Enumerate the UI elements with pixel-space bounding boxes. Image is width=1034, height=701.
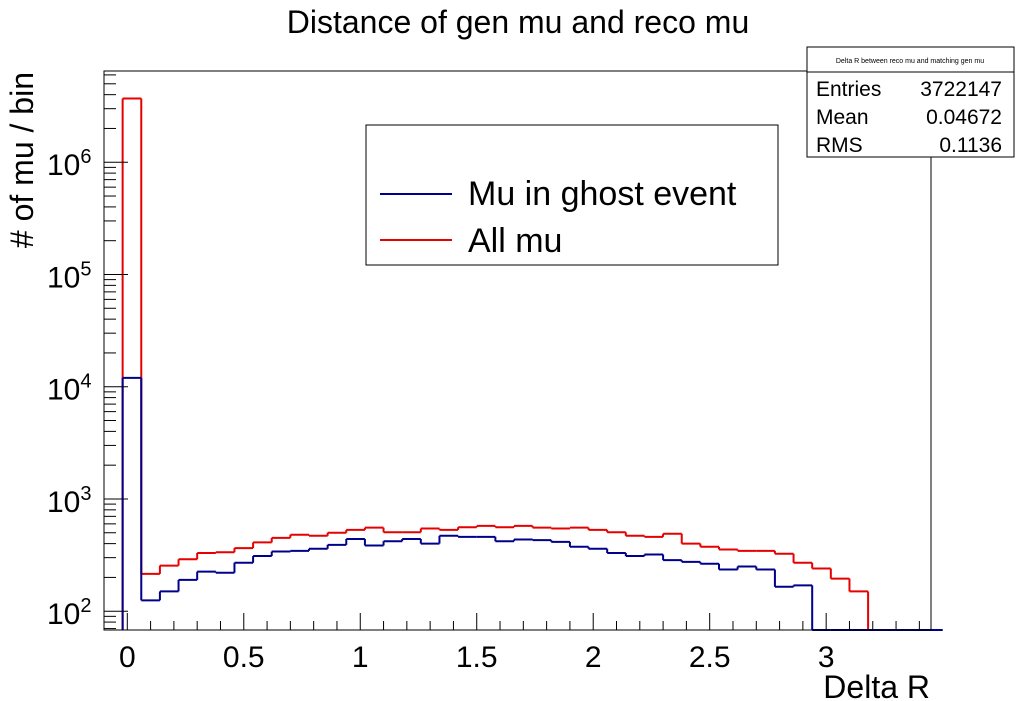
y-tick-label: 104 [47,371,92,407]
legend: Mu in ghost event All mu [365,124,779,266]
stats-entries-label: Entries [816,78,881,101]
series-ghost-mu [121,376,943,631]
stats-rms-value: 0.1136 [939,134,1002,157]
legend-label-ghost: Mu in ghost event [468,175,737,213]
y-tick-label: 105 [47,258,92,294]
x-tick-label: 0 [119,641,136,674]
series-all-mu [121,97,943,631]
y-axis-label: # of mu / bin [4,72,40,248]
y-axis: 102 103 104 105 106 [47,74,128,631]
x-tick-label: 2 [585,641,602,674]
stats-box-title: Delta R between reco mu and matching gen… [836,58,984,65]
x-tick-label: 1 [352,641,369,674]
chart-title: Distance of gen mu and reco mu [287,4,749,40]
plot-frame [103,70,932,631]
stats-mean-value: 0.04672 [926,106,1002,129]
y-tick-label: 103 [47,483,92,519]
stats-entries-value: 3722147 [920,78,1002,101]
plot-area [121,97,943,631]
x-tick-label: 3 [818,641,835,674]
x-tick-label: 1.5 [456,641,498,674]
legend-label-all: All mu [468,222,562,260]
stats-mean-label: Mean [816,106,869,129]
x-axis: 0 0.5 1 1.5 2 2.5 3 [119,613,920,674]
stats-box: Delta R between reco mu and matching gen… [806,46,1015,158]
y-tick-label: 102 [47,595,92,631]
y-tick-label: 106 [47,146,92,182]
x-axis-label: Delta R [823,669,930,701]
x-tick-label: 2.5 [689,641,731,674]
stats-box-frame [806,46,1015,158]
x-tick-label: 0.5 [223,641,265,674]
stats-rms-label: RMS [816,134,863,157]
